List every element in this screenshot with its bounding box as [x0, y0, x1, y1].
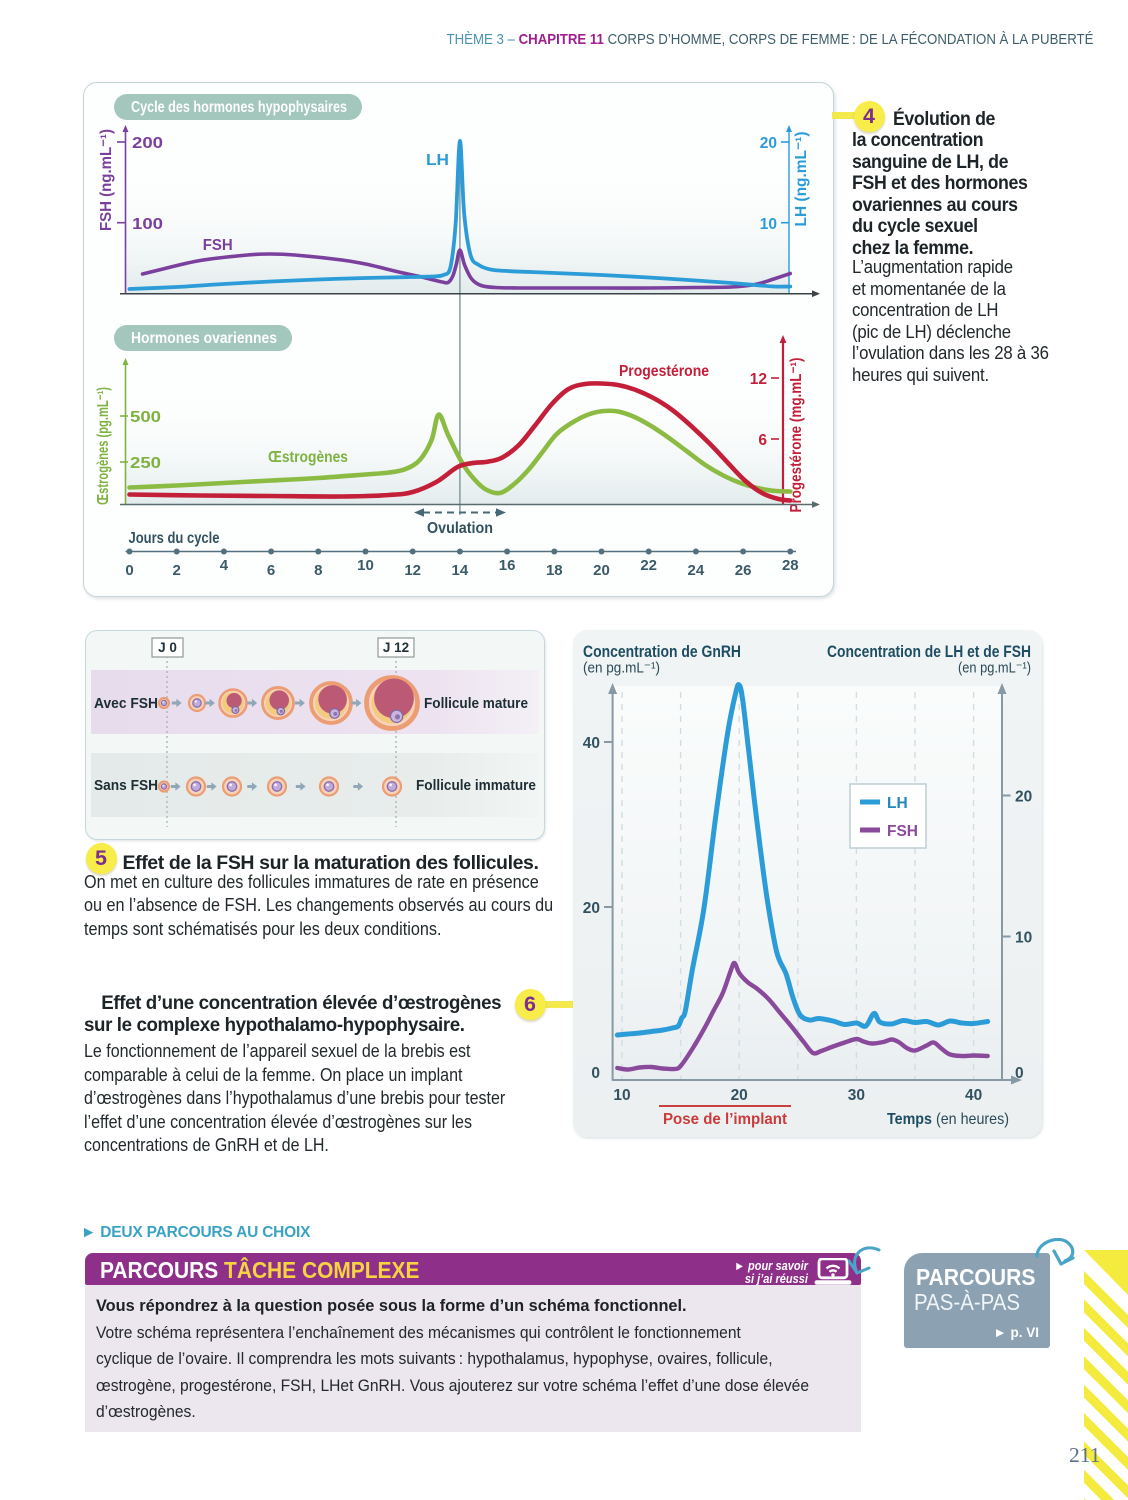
svg-text:8: 8	[314, 562, 322, 579]
svg-text:100: 100	[132, 216, 163, 233]
svg-text:6: 6	[758, 432, 767, 449]
svg-text:LH: LH	[426, 152, 449, 169]
svg-text:24: 24	[688, 562, 705, 579]
svg-text:FSH: FSH	[203, 237, 233, 254]
svg-text:J 12: J 12	[383, 640, 409, 655]
svg-text:Sans FSH: Sans FSH	[94, 777, 158, 794]
svg-text:(en pg.mL⁻¹): (en pg.mL⁻¹)	[583, 660, 660, 677]
svg-text:Hormones ovariennes: Hormones ovariennes	[131, 330, 277, 347]
svg-text:28: 28	[782, 557, 799, 574]
svg-text:J 0: J 0	[158, 640, 177, 655]
svg-text:20: 20	[731, 1087, 748, 1104]
svg-text:20: 20	[583, 900, 600, 917]
svg-text:Follicule immature: Follicule immature	[416, 777, 536, 794]
svg-text:Progestérone: Progestérone	[619, 363, 709, 380]
svg-text:Jours du cycle: Jours du cycle	[129, 530, 220, 547]
svg-text:200: 200	[132, 135, 163, 152]
svg-text:500: 500	[130, 409, 161, 426]
svg-text:10: 10	[357, 557, 374, 574]
svg-text:2: 2	[173, 562, 181, 579]
svg-text:(en pg.mL⁻¹): (en pg.mL⁻¹)	[958, 660, 1031, 677]
svg-text:0: 0	[1015, 1065, 1024, 1082]
svg-text:0: 0	[591, 1065, 600, 1082]
svg-text:10: 10	[613, 1087, 630, 1104]
svg-text:Œstrogènes (pg.mL⁻¹): Œstrogènes (pg.mL⁻¹)	[95, 387, 112, 505]
svg-text:40: 40	[583, 735, 600, 752]
svg-text:Cycle des hormones hypophysair: Cycle des hormones hypophysaires	[131, 99, 347, 116]
svg-text:Pose de l’implant: Pose de l’implant	[663, 1111, 788, 1128]
svg-text:LH (ng.mL⁻¹): LH (ng.mL⁻¹)	[793, 132, 810, 227]
svg-text:FSH: FSH	[887, 823, 918, 840]
svg-text:LH: LH	[887, 795, 908, 812]
svg-text:Progestérone (mg.mL⁻¹): Progestérone (mg.mL⁻¹)	[788, 358, 805, 513]
svg-text:FSH (ng.mL⁻¹): FSH (ng.mL⁻¹)	[98, 129, 115, 231]
svg-text:Œstrogènes: Œstrogènes	[268, 449, 348, 466]
svg-text:20: 20	[1015, 789, 1032, 806]
svg-text:14: 14	[452, 562, 469, 579]
svg-text:40: 40	[965, 1087, 982, 1104]
svg-text:250: 250	[130, 455, 161, 472]
svg-text:Ovulation: Ovulation	[427, 520, 493, 537]
svg-text:20: 20	[593, 562, 610, 579]
svg-text:20: 20	[760, 135, 777, 152]
svg-text:0: 0	[125, 562, 133, 579]
svg-text:16: 16	[499, 557, 516, 574]
svg-text:Temps (en heures): Temps (en heures)	[887, 1111, 1009, 1128]
svg-text:12: 12	[404, 562, 421, 579]
svg-text:Avec FSH: Avec FSH	[94, 695, 158, 712]
svg-text:18: 18	[546, 562, 563, 579]
svg-text:12: 12	[750, 371, 767, 388]
svg-text:26: 26	[735, 562, 752, 579]
svg-text:10: 10	[1015, 930, 1032, 947]
svg-text:Concentration de LH et de FSH: Concentration de LH et de FSH	[827, 643, 1031, 661]
svg-text:30: 30	[848, 1087, 865, 1104]
svg-text:6: 6	[267, 562, 275, 579]
svg-text:Concentration de GnRH: Concentration de GnRH	[583, 643, 741, 661]
svg-text:4: 4	[220, 557, 229, 574]
svg-text:22: 22	[640, 557, 657, 574]
svg-text:Follicule mature: Follicule mature	[424, 695, 528, 712]
svg-text:10: 10	[760, 216, 777, 233]
